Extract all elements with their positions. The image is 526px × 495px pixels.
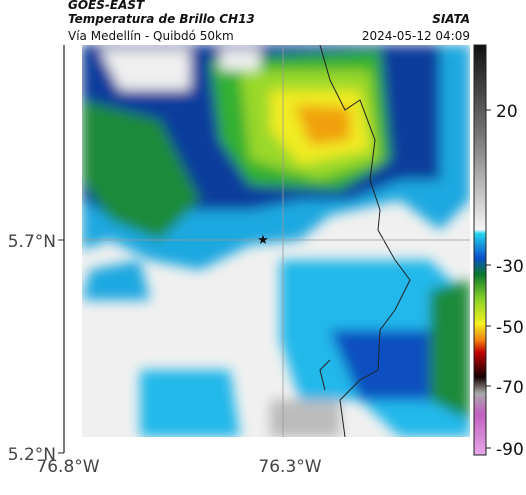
svg-text:★: ★ [257, 233, 269, 248]
colorbar-ticks [486, 109, 491, 449]
colorbar-label: -50 [496, 318, 524, 338]
lon-label: 76.8°W [36, 457, 99, 477]
title: GOES-EAST [68, 0, 145, 12]
subtitle: Temperatura de Brillo CH13 [68, 12, 255, 26]
brightness-field: ★ [82, 45, 470, 437]
lon-label: 76.3°W [258, 457, 321, 477]
colorbar-label: -70 [496, 378, 524, 398]
location: Vía Medellín - Quibdó 50km [68, 29, 234, 43]
source: SIATA [432, 12, 470, 26]
colorbar-label: -90 [496, 440, 524, 460]
lat-label: 5.7°N [8, 232, 56, 252]
lat-label: 5.2°N [8, 445, 56, 465]
colorbar [473, 44, 487, 456]
colorbar-label: -30 [496, 257, 524, 277]
colorbar-label: 20 [496, 102, 518, 122]
datetime: 2024-05-12 04:09 [362, 29, 470, 43]
